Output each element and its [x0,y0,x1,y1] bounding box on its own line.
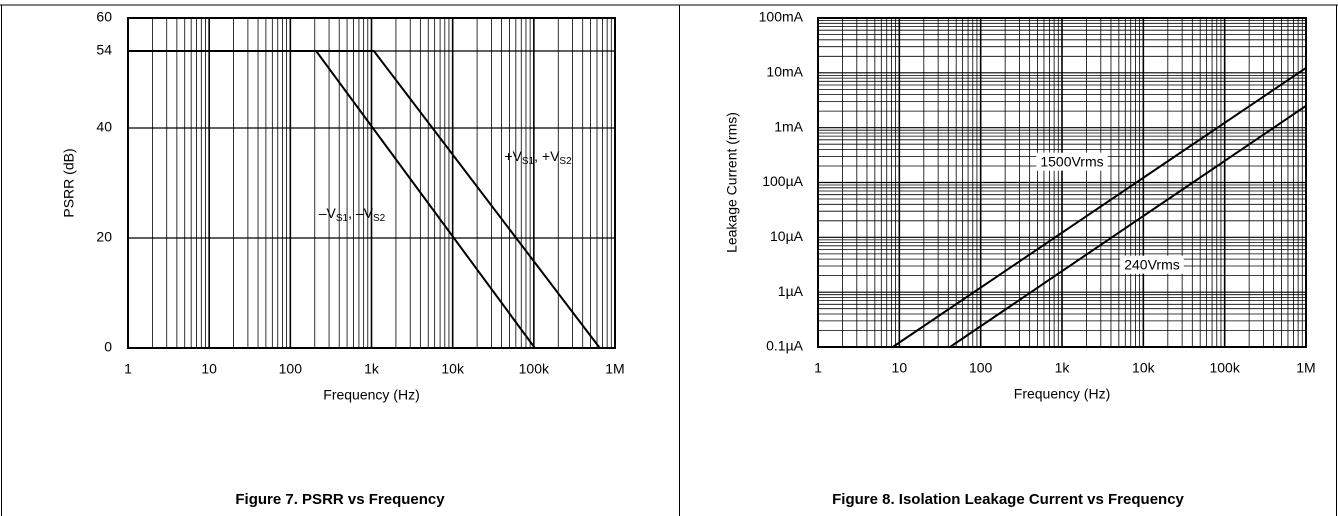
label-background [1036,152,1108,171]
annotation-subscript: S1 [336,213,349,224]
annotation-text: –V [319,205,337,221]
data-line [128,50,536,349]
y-tick-label: 1mA [774,118,803,134]
x-tick-label: 1 [124,361,132,377]
annotation-text: , +V [534,148,560,164]
data-line [892,67,1307,348]
label-background [1120,255,1184,274]
x-tick-label: 1M [1296,360,1315,376]
annotation: +VS1, +VS2 [504,148,572,167]
y-tick-label: 20 [96,229,112,245]
y-tick-label: 1µA [778,283,804,299]
annotation-text: +V [504,148,522,164]
x-tick-label: 10k [1132,360,1156,376]
plot-frame [127,17,616,349]
annotation-subscript: S1 [522,156,535,167]
data-line [949,105,1307,348]
annotation-subscript: S2 [559,156,572,167]
x-tick-label: 10 [201,361,217,377]
y-tick-label: 0 [104,339,112,355]
plot [127,17,616,349]
y-tick-label: 60 [96,9,112,25]
plot [817,17,1307,348]
x-tick-label: 1 [814,360,822,376]
y-tick-label: 100µA [762,173,803,189]
series-label: 1500Vrms [1040,154,1103,170]
x-tick-label: 1M [605,361,624,377]
x-axis-label: Frequency (Hz) [323,387,419,403]
x-tick-label: 10k [441,361,465,377]
annotation: –VS1, –VS2 [319,205,386,224]
x-axis-label: Frequency (Hz) [1014,386,1110,402]
y-tick-label: 100mA [759,9,804,25]
y-tick-label: 10mA [766,64,803,80]
y-axis-label: PSRR (dB) [61,148,77,217]
x-tick-label: 1k [1055,360,1071,376]
y-axis-label: Leakage Current (rms) [724,112,740,253]
series-label: 240Vrms [1124,257,1180,273]
x-tick-label: 10 [892,360,908,376]
x-tick-label: 100k [519,361,550,377]
annotation-subscript: S2 [373,213,386,224]
y-tick-label: 0.1µA [766,338,804,354]
y-tick-label: 54 [96,42,112,58]
x-tick-label: 100 [279,361,303,377]
figure-title: Figure 7. PSRR vs Frequency [235,491,445,508]
plot-frame [817,17,1307,348]
y-tick-label: 40 [96,119,112,135]
annotation-text: , –V [348,205,374,221]
x-tick-label: 100k [1209,360,1240,376]
figure-title: Figure 8. Isolation Leakage Current vs F… [832,491,1184,508]
y-tick-label: 10µA [770,228,804,244]
x-tick-label: 100 [969,360,993,376]
x-tick-label: 1k [364,361,380,377]
